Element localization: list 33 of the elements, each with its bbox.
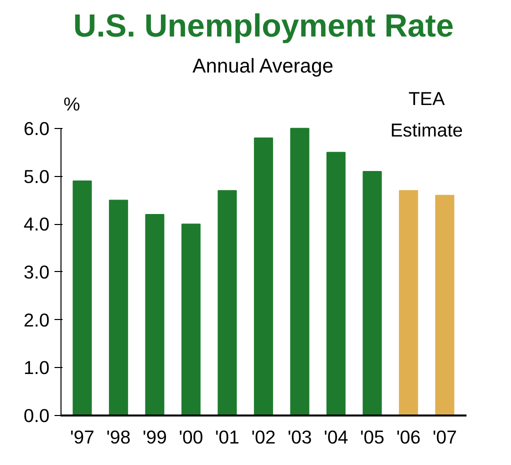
y-tick-label: 6.0 (24, 118, 50, 139)
x-tick-label: '03 (288, 426, 312, 448)
y-tick-label: 4.0 (24, 214, 50, 235)
x-tick-label: '05 (360, 426, 384, 448)
bar (254, 138, 274, 416)
x-tick-label: '02 (251, 426, 276, 448)
bar (108, 200, 128, 416)
bar (435, 194, 454, 416)
x-tick-label: '98 (106, 426, 131, 448)
x-tick-label: '06 (396, 426, 421, 448)
x-tick-label: '07 (432, 426, 457, 448)
bar (218, 190, 237, 416)
x-tick-label: '00 (178, 426, 204, 448)
bar (72, 180, 92, 416)
bar (326, 152, 346, 416)
bar (181, 224, 201, 416)
x-tick-label: '99 (142, 426, 167, 448)
y-tick-label: 1.0 (24, 357, 50, 378)
y-tick-label: 0.0 (24, 405, 50, 426)
x-tick-label: '97 (70, 426, 94, 448)
y-tick-label: 3.0 (24, 261, 50, 282)
chart-subtitle: Annual Average (192, 56, 334, 78)
y-tick-label: 5.0 (24, 166, 50, 187)
bar (145, 214, 164, 416)
annotation: TEA Estimate (390, 88, 463, 140)
bar (362, 170, 382, 416)
bar (290, 128, 310, 416)
bar (398, 190, 418, 416)
y-axis-title: % (64, 93, 80, 114)
chart-title: U.S. Unemployment Rate (73, 8, 454, 44)
x-tick-label: '01 (215, 426, 240, 448)
x-tick-label: '04 (324, 426, 348, 448)
y-tick-label: 2.0 (24, 309, 50, 330)
